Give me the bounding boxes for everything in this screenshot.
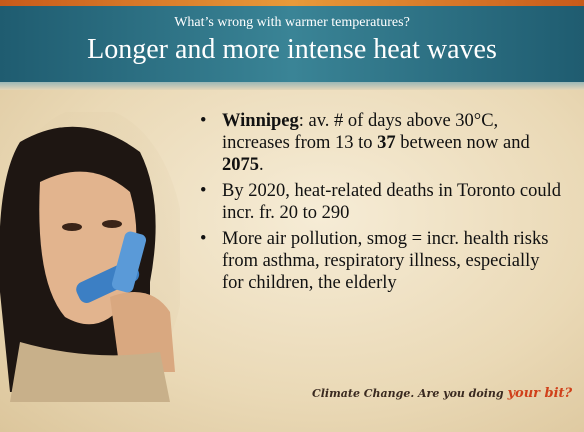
text: . — [259, 155, 264, 175]
bold-text: 37 — [377, 133, 396, 153]
subtitle: What’s wrong with warmer temperatures? — [0, 15, 584, 31]
footer-logo: Climate Change. Are you doing your bit? — [312, 386, 572, 401]
title: Longer and more intense heat waves — [0, 34, 584, 66]
header: What’s wrong with warmer temperatures? L… — [0, 6, 584, 82]
bullet-list: Winnipeg: av. # of days above 30°C, incr… — [196, 110, 576, 298]
photo — [0, 112, 180, 402]
header-band — [0, 82, 584, 90]
slide: What’s wrong with warmer temperatures? L… — [0, 0, 584, 432]
bullet: Winnipeg: av. # of days above 30°C, incr… — [196, 110, 562, 176]
footer-accent: your bit? — [507, 386, 572, 401]
bold-text: Winnipeg — [222, 111, 299, 131]
text: More air pollution, smog = incr. health … — [222, 229, 548, 293]
footer-text: Climate Change. Are you doing — [312, 387, 507, 400]
bold-text: 2075 — [222, 155, 259, 175]
bullet: By 2020, heat-related deaths in Toronto … — [196, 180, 562, 224]
eye — [62, 223, 82, 231]
text: By 2020, heat-related deaths in Toronto … — [222, 181, 561, 223]
bullet: More air pollution, smog = incr. health … — [196, 228, 562, 294]
eye — [102, 220, 122, 228]
text: between now and — [396, 133, 530, 153]
